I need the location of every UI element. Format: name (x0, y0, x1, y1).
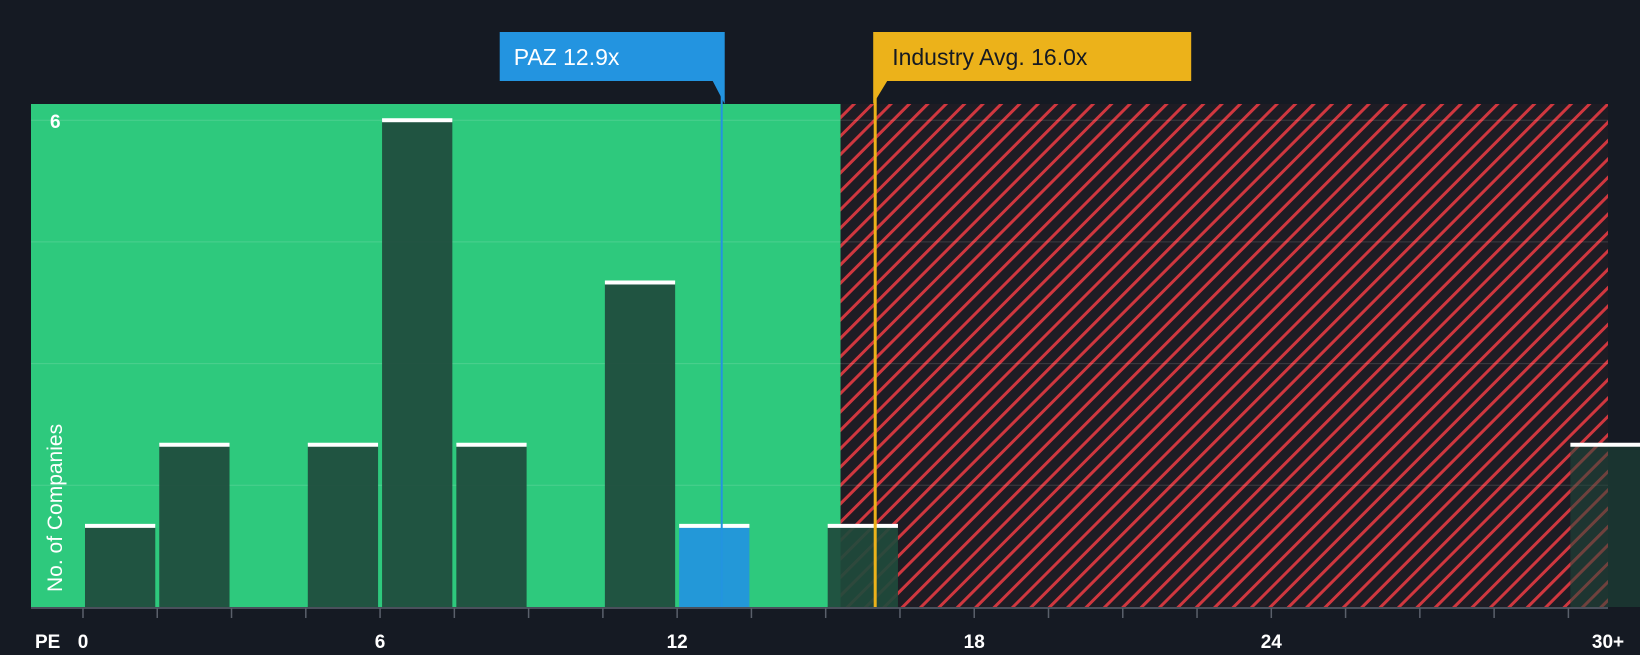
histogram-bar (456, 444, 527, 607)
histogram-bar (382, 120, 453, 608)
industry-marker: Industry Avg. 16.0x (873, 32, 1192, 607)
bar-cap (1570, 442, 1640, 447)
industry-avg-label: Industry Avg. 16.0x (892, 44, 1088, 70)
x-tick-label: 0 (78, 632, 89, 650)
bar-cap (307, 442, 379, 447)
overvalued-zone (840, 104, 1608, 607)
company-marker: PAZ 12.9x (499, 32, 725, 607)
histogram-bar (679, 525, 750, 607)
x-tick-label: 12 (667, 632, 688, 650)
histogram-bar (827, 525, 898, 607)
bar-cap (679, 523, 750, 528)
x-axis-ticks: 0 6 12 18 24 30+ (78, 608, 1624, 653)
bar-cap (382, 118, 453, 123)
industry-avg-badge (873, 32, 1192, 104)
gridlines (31, 119, 1608, 486)
bar-cap (827, 523, 898, 528)
bar-cap (456, 442, 527, 447)
histogram-bar (159, 444, 230, 607)
company-pe-badge (499, 32, 725, 104)
histogram-bar (604, 282, 676, 607)
histogram-bars (84, 118, 1640, 608)
bar-cap (84, 523, 156, 528)
histogram-bar (84, 525, 156, 607)
x-tick-label: 24 (1261, 632, 1283, 650)
x-axis-label: PE (35, 632, 60, 650)
bar-cap (159, 442, 230, 447)
histogram-bar (307, 444, 379, 607)
x-tick-label: 6 (375, 632, 386, 650)
bar-cap (604, 280, 676, 285)
histogram-bar (1570, 444, 1640, 607)
y-axis-label: No. of Companies (44, 424, 67, 592)
company-pe-label: PAZ 12.9x (514, 44, 620, 70)
x-tick-label: 30+ (1592, 632, 1624, 650)
x-tick-label: 18 (964, 632, 985, 650)
y-max-tick-label: 6 (50, 112, 61, 133)
